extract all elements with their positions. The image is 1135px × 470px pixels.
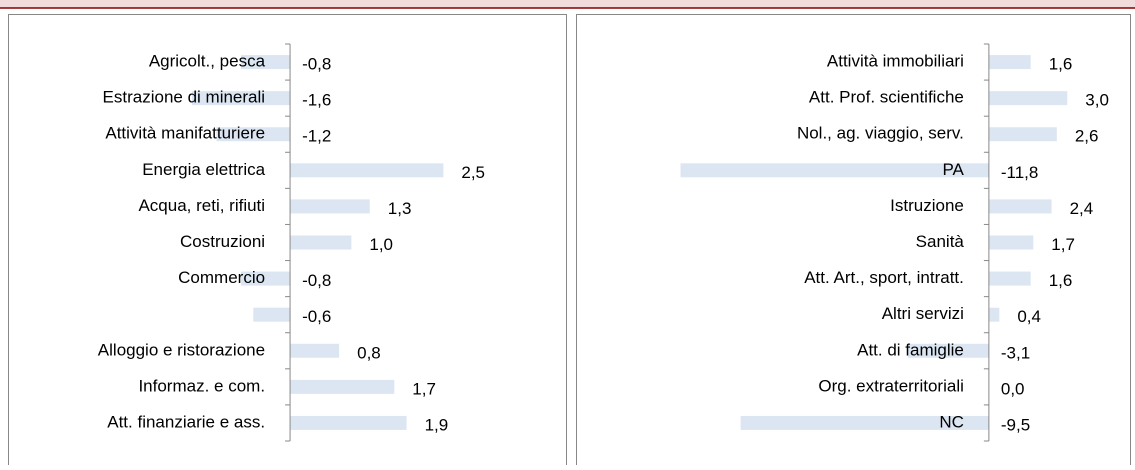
category-label: Istruzione — [890, 196, 964, 215]
bar — [290, 163, 444, 178]
bar — [988, 235, 1034, 250]
bar — [290, 235, 352, 250]
category-label: Costruzioni — [180, 232, 265, 251]
value-label: -1,2 — [302, 127, 331, 146]
category-label: Altri servizi — [882, 304, 964, 323]
bar — [290, 343, 340, 358]
value-label: 2,4 — [1070, 199, 1094, 218]
category-label: Acqua, reti, rifiuti — [138, 196, 265, 215]
category-label: Org. extraterritoriali — [818, 376, 963, 395]
bar — [290, 379, 395, 394]
category-label: Agricolt., pesca — [149, 52, 266, 71]
bar — [253, 307, 291, 322]
bar — [988, 199, 1052, 214]
category-label: Estrazione di minerali — [103, 88, 266, 107]
category-label: PA — [942, 160, 964, 179]
category-label: Sanità — [916, 232, 965, 251]
value-label: 2,5 — [461, 163, 485, 182]
bar — [988, 91, 1068, 106]
bar — [216, 127, 291, 142]
bar — [290, 415, 407, 430]
category-label: Att. finanziarie e ass. — [107, 412, 265, 431]
value-label: -0,8 — [302, 55, 331, 74]
category-label: NC — [939, 412, 964, 431]
category-label: Informaz. e com. — [138, 376, 265, 395]
bar — [241, 55, 291, 70]
value-label: -11,8 — [1001, 163, 1038, 182]
category-label: Attività immobiliari — [827, 52, 964, 71]
value-label: 1,7 — [412, 379, 436, 398]
value-label: -9,5 — [1001, 415, 1030, 434]
bar — [988, 307, 1000, 322]
category-label: Att. Art., sport, intratt. — [804, 268, 964, 287]
value-label: -1,6 — [302, 91, 331, 110]
panel-right — [576, 14, 1131, 465]
bar — [907, 343, 989, 358]
value-label: 1,0 — [369, 235, 393, 254]
bar — [988, 127, 1057, 142]
bar — [988, 271, 1031, 286]
header-strip — [0, 0, 1135, 8]
category-label: Alloggio e ristorazione — [98, 340, 265, 359]
value-label: 0,4 — [1017, 307, 1041, 326]
bar — [191, 91, 291, 106]
value-label: 3,0 — [1085, 91, 1109, 110]
value-label: -0,8 — [302, 271, 331, 290]
category-label: Attività manifatturiere — [105, 124, 265, 143]
bar — [988, 55, 1031, 70]
bar — [241, 271, 291, 286]
bar — [740, 415, 989, 430]
value-label: -3,1 — [1001, 343, 1030, 362]
value-label: 1,6 — [1049, 55, 1073, 74]
bar — [680, 163, 989, 178]
value-label: -0,6 — [302, 307, 331, 326]
value-label: 1,7 — [1051, 235, 1075, 254]
category-label: Att. Prof. scientifiche — [809, 88, 964, 107]
value-label: 1,3 — [388, 199, 412, 218]
category-label: Att. di famiglie — [857, 340, 964, 359]
value-label: 2,6 — [1075, 127, 1099, 146]
value-label: 0,8 — [357, 343, 381, 362]
value-label: 1,9 — [425, 415, 449, 434]
bar — [290, 199, 370, 214]
value-label: 1,6 — [1049, 271, 1073, 290]
category-label: Nol., ag. viaggio, serv. — [797, 124, 964, 143]
category-label: Commercio — [178, 268, 265, 287]
category-label: Energia elettrica — [142, 160, 265, 179]
panel-left — [8, 14, 567, 465]
value-label: 0,0 — [1001, 379, 1025, 398]
